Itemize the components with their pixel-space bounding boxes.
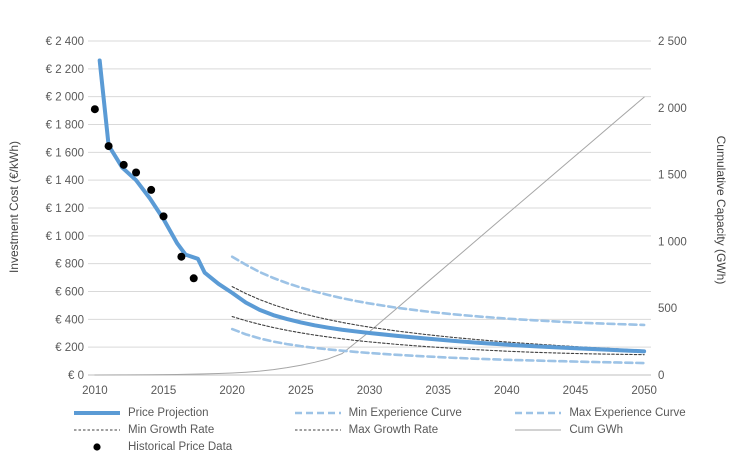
series-max-experience-curve <box>230 255 646 327</box>
legend-row: Price Projection Min Experience Curve Max … <box>0 404 735 421</box>
legend-label: Price Projection <box>128 406 209 419</box>
left-axis-tick-label: € 800 <box>55 259 84 271</box>
legend-label: Max Growth Rate <box>348 423 439 436</box>
left-axis-tick-label: € 2 400 <box>46 36 84 48</box>
data-point <box>177 252 186 261</box>
series-cum-gwh <box>94 96 645 376</box>
right-axis-tick-label: 0 <box>658 370 664 382</box>
left-axis-tick-label: € 1 000 <box>46 231 84 243</box>
legend-row: Min Growth Rate Max Growth Rate Cum GWh <box>0 421 735 438</box>
x-axis-tick-label: 2045 <box>563 385 589 397</box>
legend-label: Min Experience Curve <box>348 406 462 419</box>
right-axis-tick-label: 2 000 <box>658 103 687 115</box>
series-min-growth-rate <box>231 286 645 351</box>
left-axis-tick-label: € 1 200 <box>46 203 84 215</box>
data-point <box>132 168 141 177</box>
left-axis-tick-label: € 2 200 <box>46 64 84 76</box>
legend-marker-price-icon <box>74 410 120 415</box>
legend-marker-dot-icon <box>93 442 101 451</box>
legend-item-min-experience-curve: Min Experience Curve <box>294 407 515 419</box>
left-axis-tick-label: € 200 <box>55 342 84 354</box>
legend-marker-exp-icon <box>515 411 562 414</box>
plot-area: € 2 400 € 2 200 € 2 000 € 1 800 € 1 600 € 1 4… <box>46 36 687 397</box>
legend-item-cum-gwh: Cum GWh <box>514 424 735 436</box>
left-axis-tick-label: € 1 600 <box>46 147 84 159</box>
legend-item-min-growth-rate: Min Growth Rate <box>73 424 294 436</box>
legend-item-max-experience-curve: Max Experience Curve <box>514 407 735 419</box>
legend-row: Historical Price Data <box>0 438 735 455</box>
left-axis-tick-label: € 400 <box>55 314 84 326</box>
legend-label: Historical Price Data <box>128 440 233 453</box>
legend-marker-growth-icon <box>294 428 341 431</box>
series-historical-price-data <box>90 105 198 283</box>
legend-item-price-projection: Price Projection <box>73 407 294 419</box>
x-axis-tick-label: 2020 <box>219 385 245 397</box>
left-axis-tick-label: € 600 <box>55 287 84 299</box>
legend-item-max-growth-rate: Max Growth Rate <box>294 424 515 436</box>
legend-label: Max Experience Curve <box>569 406 686 419</box>
x-axis-tick-label: 2030 <box>357 385 383 397</box>
data-point <box>104 142 113 151</box>
data-point <box>189 274 198 283</box>
data-point <box>90 105 99 114</box>
right-axis-tick-label: 500 <box>658 303 677 315</box>
legend-label: Min Growth Rate <box>128 423 215 436</box>
x-axis-tick-label: 2050 <box>631 385 657 397</box>
series-max-growth-rate <box>231 315 645 356</box>
x-axis-tick-label: 2035 <box>425 385 451 397</box>
right-axis-tick-label: 1 500 <box>658 170 687 182</box>
data-point <box>147 185 156 194</box>
x-axis-tick-label: 2025 <box>288 385 314 397</box>
legend: Price Projection Min Experience Curve Max … <box>0 404 735 455</box>
right-axis-tick-label: 2 500 <box>658 36 687 48</box>
left-axis-tick-label: € 0 <box>68 370 84 382</box>
left-axis-tick-label: € 2 000 <box>46 92 84 104</box>
series-price-projection <box>97 58 647 354</box>
right-axis-tick-label: 1 000 <box>658 236 687 248</box>
series-min-experience-curve <box>230 327 646 365</box>
legend-label: Cum GWh <box>569 423 624 436</box>
legend-marker-cum-icon <box>515 429 562 430</box>
data-point <box>119 160 128 169</box>
x-axis-tick-label: 2040 <box>494 385 520 397</box>
data-point <box>159 212 168 221</box>
x-axis-tick-label: 2015 <box>151 385 177 397</box>
left-axis-tick-label: € 1 800 <box>46 120 84 132</box>
x-axis-tick-label: 2010 <box>82 385 108 397</box>
left-axis-tick-label: € 1 400 <box>46 175 84 187</box>
legend-item-historical-price-data: Historical Price Data <box>73 441 296 453</box>
legend-marker-exp-icon <box>294 411 341 414</box>
legend-marker-growth-icon <box>74 428 120 431</box>
